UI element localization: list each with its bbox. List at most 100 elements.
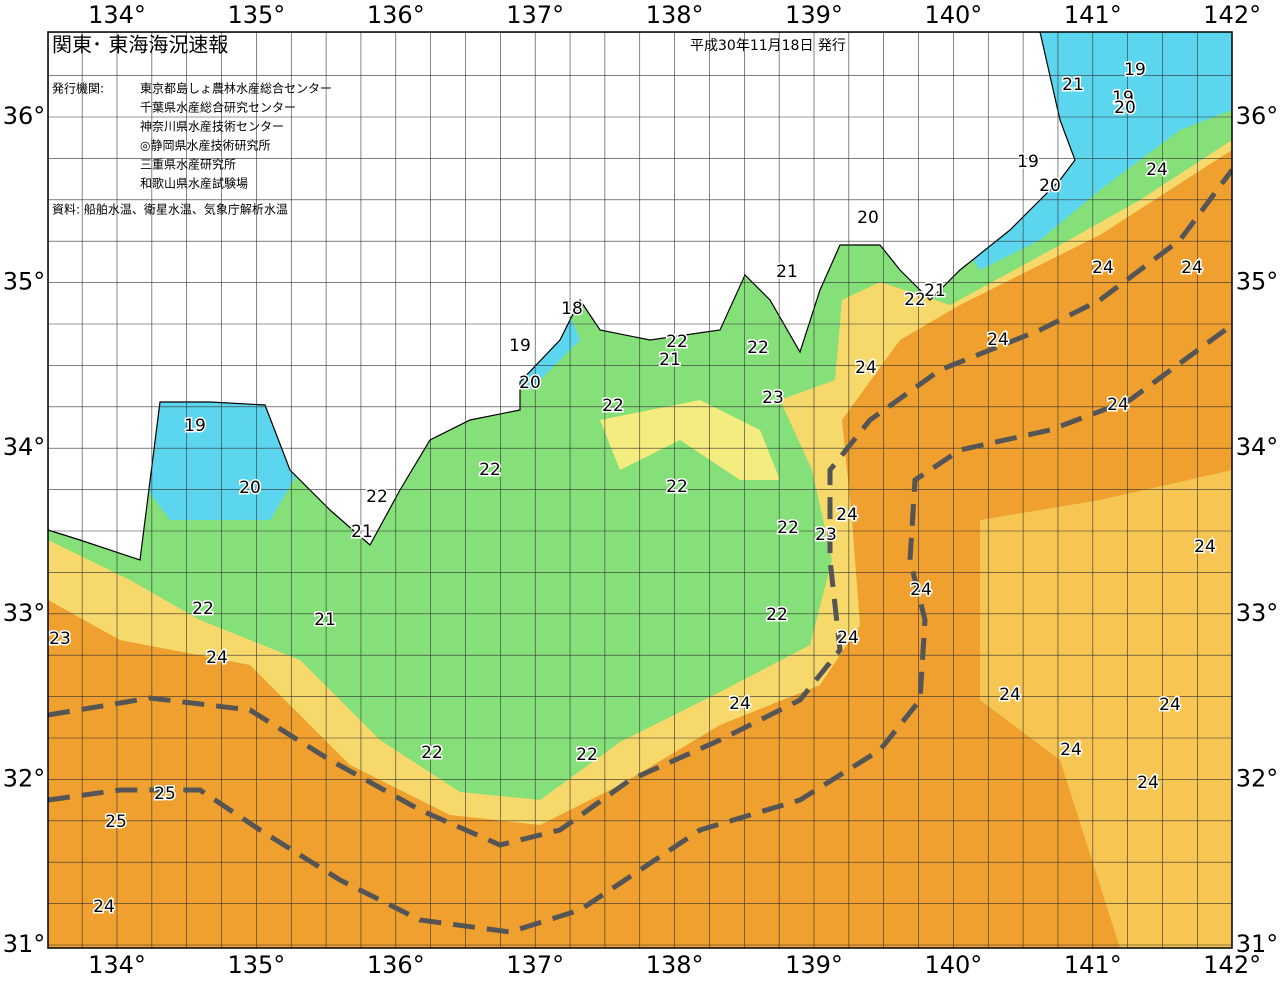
- isotherm-label: 24: [837, 628, 859, 648]
- warm-eddy: [980, 470, 1232, 948]
- isotherm-label: 22: [366, 487, 388, 507]
- lon-label: 138°: [646, 1, 704, 29]
- lat-label: 32°: [1236, 764, 1279, 792]
- isotherm-label: 19: [1124, 60, 1146, 80]
- issuer: 神奈川県水産技術センター: [140, 119, 284, 134]
- isotherm-label: 19: [1017, 152, 1039, 172]
- isotherm-label: 22: [479, 460, 501, 480]
- isotherm-label: 20: [239, 478, 261, 498]
- lon-label: 139°: [785, 951, 843, 979]
- lon-label: 141°: [1064, 951, 1122, 979]
- isotherm-label: 23: [815, 525, 837, 545]
- frame: [47, 31, 1233, 949]
- isotherm-label: 19: [1112, 88, 1134, 108]
- isotherm-label: 24: [999, 685, 1021, 705]
- bay-water: [140, 400, 300, 520]
- isotherm-label: 23: [762, 388, 784, 408]
- isotherm-label: 22: [747, 338, 769, 358]
- isotherm-label: 22: [192, 599, 214, 619]
- isotherm-label: 24: [1181, 258, 1203, 278]
- lat-label: 31°: [3, 930, 46, 958]
- lat-label: 31°: [1236, 930, 1279, 958]
- isotherm-label: 24: [836, 505, 858, 525]
- lon-label: 135°: [227, 951, 285, 979]
- isotherm-label: 24: [1194, 537, 1216, 557]
- lon-label: 142°: [1203, 1, 1261, 29]
- lon-label: 140°: [924, 1, 982, 29]
- isotherm-label: 23: [49, 629, 71, 649]
- isotherm-label: 21: [924, 281, 946, 301]
- lon-label: 137°: [506, 951, 564, 979]
- lat-label: 34°: [1236, 433, 1279, 461]
- isotherm-label: 24: [1146, 160, 1168, 180]
- isotherm-label: 24: [206, 648, 228, 668]
- lon-label: 136°: [367, 951, 425, 979]
- dashed-line: [48, 168, 1232, 848]
- lon-label: 138°: [646, 951, 704, 979]
- issue-date: 平成30年11月18日 発行: [690, 38, 846, 54]
- land: [48, 32, 1076, 561]
- lat-label: 34°: [3, 433, 46, 461]
- lon-label: 134°: [88, 951, 146, 979]
- isotherm-label: 25: [154, 784, 176, 804]
- isotherm-label: 21: [351, 522, 373, 542]
- issuer-label: 発行機関:: [52, 81, 104, 96]
- isotherm-label: 22: [904, 290, 926, 310]
- isotherm-label: 24: [910, 580, 932, 600]
- isotherm-label: 24: [1092, 258, 1114, 278]
- dashed-line: [48, 322, 1232, 935]
- isotherm-label: 24: [855, 358, 877, 378]
- isotherm-label: 22: [666, 332, 688, 352]
- isotherm-label: 20: [519, 373, 541, 393]
- lon-label: 140°: [924, 951, 982, 979]
- lon-label: 134°: [88, 1, 146, 29]
- isotherm-label: 24: [1159, 695, 1181, 715]
- isotherm-label: 19: [509, 336, 531, 356]
- lat-label: 36°: [3, 102, 46, 130]
- isotherm-label: 20: [857, 208, 879, 228]
- isotherm-label: 24: [1107, 395, 1129, 415]
- isotherm-label: 21: [659, 350, 681, 370]
- isotherm-label: 24: [1060, 740, 1082, 760]
- issuer: 和歌山県水産試験場: [140, 176, 248, 191]
- source: 資料: 船舶水温、衛星水温、気象庁解析水温: [52, 202, 288, 217]
- lon-label: 141°: [1064, 1, 1122, 29]
- isotherm-label: 24: [1137, 773, 1159, 793]
- warm-patch: [600, 400, 780, 480]
- isotherm-label: 22: [576, 745, 598, 765]
- isotherm-label: 24: [93, 897, 115, 917]
- lat-label: 35°: [1236, 268, 1279, 296]
- isotherm-label: 22: [602, 396, 624, 416]
- title: 関東･ 東海海況速報: [52, 33, 228, 57]
- isotherm-label: 21: [776, 262, 798, 282]
- isotherm-label: 22: [777, 518, 799, 538]
- issuer: 千葉県水産総合研究センター: [140, 100, 296, 115]
- kuroshio-axis: [48, 168, 1232, 935]
- lat-label: 32°: [3, 764, 46, 792]
- lon-label: 137°: [506, 1, 564, 29]
- isotherm-label: 21: [1062, 75, 1084, 95]
- lat-label: 35°: [3, 268, 46, 296]
- isotherm-label: 24: [987, 330, 1009, 350]
- lat-label: 33°: [3, 599, 46, 627]
- lat-label: 36°: [1236, 102, 1279, 130]
- issuer: ◎静岡県水産技術研究所: [140, 138, 270, 153]
- lat-label: 33°: [1236, 599, 1279, 627]
- isotherm-label: 22: [666, 477, 688, 497]
- isotherm-label: 18: [561, 299, 583, 319]
- lon-label: 139°: [785, 1, 843, 29]
- isotherm-label: 19: [184, 416, 206, 436]
- issuer: 三重県水産研究所: [140, 157, 236, 172]
- isotherm-label: 21: [314, 610, 336, 630]
- map-area: [48, 32, 1232, 948]
- isotherm-label: 20: [1039, 176, 1061, 196]
- lon-label: 135°: [227, 1, 285, 29]
- lon-label: 142°: [1203, 951, 1261, 979]
- isotherm-label: 24: [729, 694, 751, 714]
- lon-label: 136°: [367, 1, 425, 29]
- isotherm-label: 22: [766, 605, 788, 625]
- isotherm-label: 20: [1114, 98, 1136, 118]
- issuer: 東京都島しょ農林水産総合センター: [140, 81, 332, 96]
- isotherm-label: 22: [421, 743, 443, 763]
